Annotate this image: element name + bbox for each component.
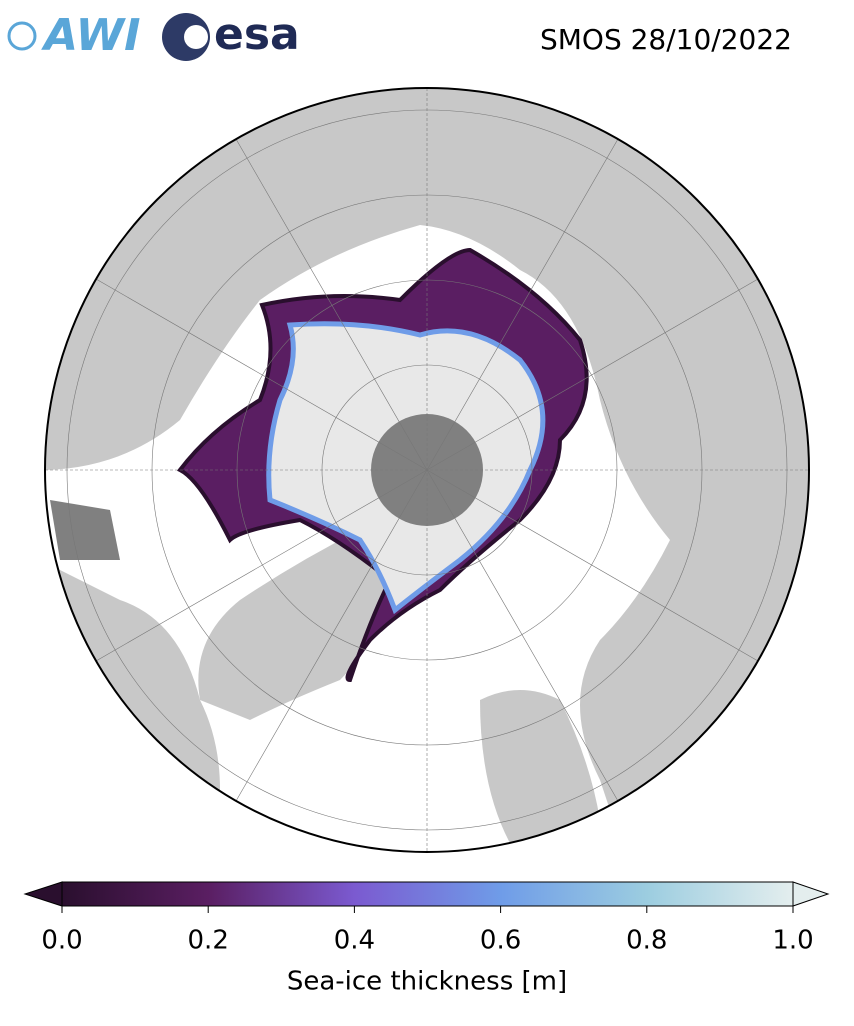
greenland	[198, 530, 390, 720]
esa-logo: esa	[214, 9, 300, 60]
awi-logo: AWI	[41, 10, 141, 61]
colorbar-tick-label: 1.0	[772, 926, 813, 956]
colorbar-tick-label: 0.2	[188, 926, 229, 956]
map	[45, 88, 809, 852]
colorbar-tick-label: 0.8	[626, 926, 667, 956]
colorbar-tick-label: 0.6	[480, 926, 521, 956]
esa-emblem-inner	[184, 25, 208, 49]
map-border	[44, 87, 810, 853]
scandinavia	[480, 690, 600, 852]
graticule	[45, 88, 809, 852]
colorbar-ramp	[61, 881, 794, 907]
sea-grey	[50, 500, 120, 560]
colorbar-tick-label: 0.0	[41, 926, 82, 956]
title: SMOS 28/10/2022	[540, 23, 792, 56]
awi-emblem	[7, 21, 37, 51]
colorbar-label: Sea-ice thickness [m]	[287, 967, 567, 997]
colorbar-tick-label: 0.4	[334, 926, 375, 956]
colorbar	[23, 881, 830, 913]
logos: AWI esa	[7, 9, 300, 61]
colorbar-max-extend	[792, 881, 830, 907]
colorbar-min-extend	[23, 881, 63, 907]
